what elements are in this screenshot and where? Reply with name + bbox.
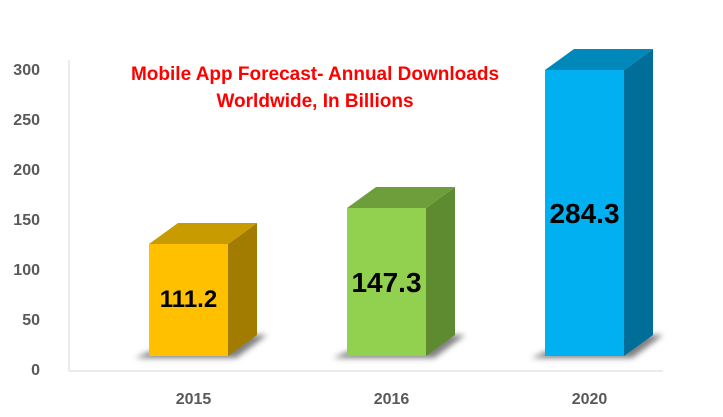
x-tick-label: 2015	[175, 391, 212, 408]
y-tick-label: 300	[13, 62, 40, 79]
y-tick-label: 50	[22, 312, 40, 329]
chart-title-line-2: Worldwide, In Billions	[216, 91, 414, 112]
y-tick-label: 100	[13, 262, 40, 279]
bar-top-face	[347, 187, 455, 208]
bar-side-face	[426, 187, 455, 356]
y-tick-label: 250	[13, 112, 40, 129]
bar-front-face	[545, 70, 624, 356]
chart-title: Mobile App Forecast- Annual Downloads Wo…	[90, 61, 540, 115]
chart-title-line-1: Mobile App Forecast- Annual Downloads	[130, 64, 500, 85]
bar-2015	[135, 223, 267, 358]
x-tick-label: 2016	[373, 391, 410, 408]
bar-2020	[531, 49, 663, 358]
value-label: 111.2	[159, 285, 218, 313]
value-label: 147.3	[351, 267, 422, 299]
bar-2016	[333, 187, 465, 358]
bar-side-face	[624, 49, 653, 356]
bar-front-face	[149, 244, 228, 356]
value-label: 284.3	[549, 198, 620, 230]
bar-side-face	[228, 223, 257, 356]
bar-top-face	[545, 49, 653, 70]
bar-top-face	[149, 223, 257, 244]
x-tick-label: 2020	[571, 391, 608, 408]
y-tick-label: 200	[13, 162, 40, 179]
y-tick-label: 0	[31, 362, 40, 379]
bar-front-face	[347, 208, 426, 356]
y-tick-label: 150	[13, 212, 40, 229]
